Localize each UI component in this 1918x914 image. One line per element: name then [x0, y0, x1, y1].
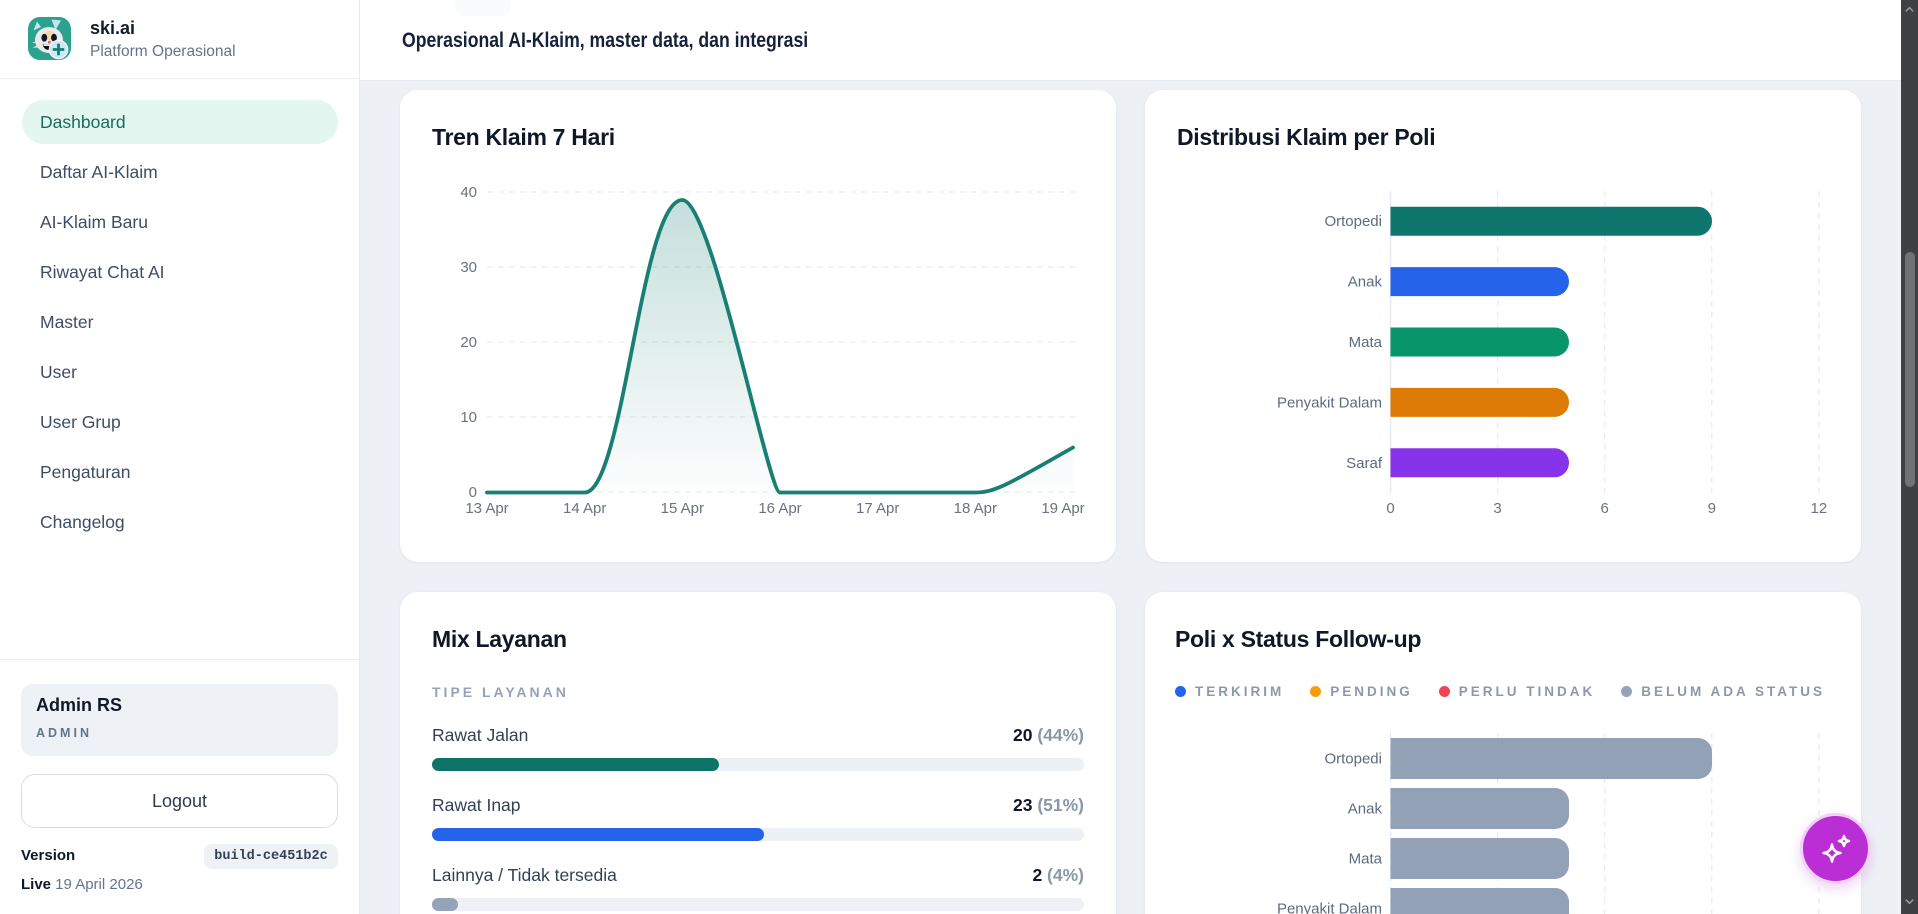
svg-text:0: 0 [1386, 500, 1394, 517]
svg-text:20: 20 [460, 334, 477, 351]
svg-text:Anak: Anak [1348, 801, 1383, 818]
svg-text:16 Apr: 16 Apr [758, 500, 801, 517]
svg-text:17 Apr: 17 Apr [856, 500, 899, 517]
svg-text:18 Apr: 18 Apr [954, 500, 997, 517]
svg-text:6: 6 [1601, 500, 1609, 517]
svg-text:9: 9 [1708, 500, 1716, 517]
svg-text:Mata: Mata [1349, 334, 1383, 351]
svg-text:Penyakit Dalam: Penyakit Dalam [1277, 394, 1382, 411]
svg-text:15 Apr: 15 Apr [661, 500, 704, 517]
svg-text:Ortopedi: Ortopedi [1324, 751, 1382, 768]
svg-text:0: 0 [469, 484, 477, 501]
svg-text:Penyakit Dalam: Penyakit Dalam [1277, 901, 1382, 914]
svg-text:Ortopedi: Ortopedi [1324, 213, 1382, 230]
svg-text:10: 10 [460, 409, 477, 426]
svg-text:14 Apr: 14 Apr [563, 500, 606, 517]
svg-text:30: 30 [460, 259, 477, 276]
svg-text:13 Apr: 13 Apr [465, 500, 508, 517]
svg-text:Anak: Anak [1348, 274, 1383, 291]
svg-text:12: 12 [1811, 500, 1828, 517]
svg-text:Saraf: Saraf [1346, 455, 1383, 472]
svg-text:40: 40 [460, 184, 477, 201]
svg-text:19 Apr: 19 Apr [1041, 500, 1084, 517]
svg-text:Mata: Mata [1349, 851, 1383, 868]
svg-text:3: 3 [1493, 500, 1501, 517]
